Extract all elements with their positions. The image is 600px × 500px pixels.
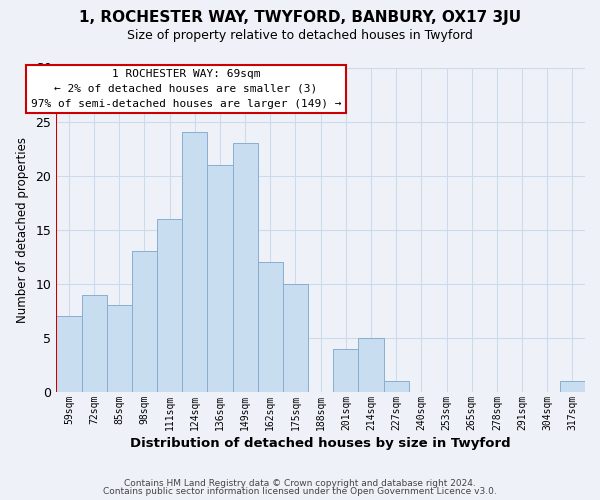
Bar	[233, 143, 258, 392]
X-axis label: Distribution of detached houses by size in Twyford: Distribution of detached houses by size …	[130, 437, 511, 450]
Bar	[383, 381, 409, 392]
Bar	[107, 306, 132, 392]
Bar	[358, 338, 383, 392]
Bar	[258, 262, 283, 392]
Text: 1 ROCHESTER WAY: 69sqm
← 2% of detached houses are smaller (3)
97% of semi-detac: 1 ROCHESTER WAY: 69sqm ← 2% of detached …	[31, 69, 341, 108]
Text: 1, ROCHESTER WAY, TWYFORD, BANBURY, OX17 3JU: 1, ROCHESTER WAY, TWYFORD, BANBURY, OX17…	[79, 10, 521, 25]
Y-axis label: Number of detached properties: Number of detached properties	[16, 137, 29, 323]
Text: Contains public sector information licensed under the Open Government Licence v3: Contains public sector information licen…	[103, 487, 497, 496]
Bar	[283, 284, 308, 392]
Bar	[333, 349, 358, 392]
Bar	[208, 165, 233, 392]
Bar	[182, 132, 208, 392]
Bar	[132, 252, 157, 392]
Bar	[560, 381, 585, 392]
Bar	[157, 219, 182, 392]
Text: Contains HM Land Registry data © Crown copyright and database right 2024.: Contains HM Land Registry data © Crown c…	[124, 478, 476, 488]
Text: Size of property relative to detached houses in Twyford: Size of property relative to detached ho…	[127, 29, 473, 42]
Bar	[82, 294, 107, 392]
Bar	[56, 316, 82, 392]
